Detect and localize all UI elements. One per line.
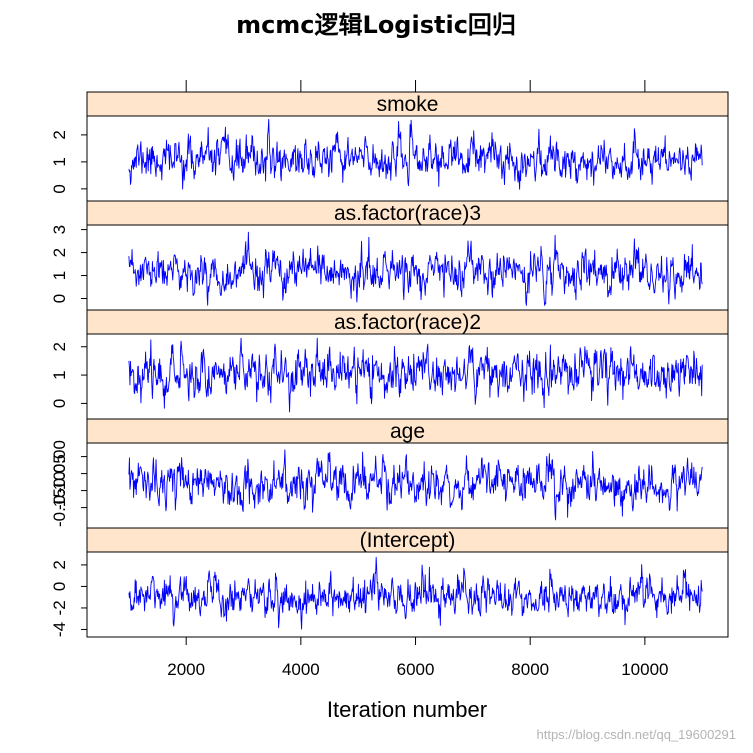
x-tick-label: 2000 <box>167 660 205 679</box>
trace-line-0 <box>128 118 703 190</box>
strip-label: as.factor(race)3 <box>334 202 481 225</box>
panel-2: as.factor(race)2 0 1 2 <box>50 309 729 420</box>
strip-label: smoke <box>377 93 439 116</box>
y-tick-label: 2 <box>50 130 69 139</box>
x-axis-bottom: 2000 4000 6000 8000 10000 <box>167 637 669 679</box>
y-tick-label: -4 <box>50 622 69 637</box>
y-tick-label: 0 <box>50 184 69 193</box>
y-tick-label: 3 <box>50 225 69 234</box>
y-tick-label: 0 <box>50 582 69 591</box>
strip-label: age <box>390 420 425 443</box>
y-tick-label: -0.10 <box>50 471 69 510</box>
y-tick-label: 2 <box>50 342 69 351</box>
trace-line-2 <box>128 337 703 413</box>
strip-label: as.factor(race)2 <box>334 311 481 334</box>
panel-frame <box>86 527 729 638</box>
x-tick-label: 10000 <box>621 660 668 679</box>
y-tick-label: -2 <box>50 600 69 615</box>
x-tick-label: 8000 <box>511 660 549 679</box>
trace-line-3 <box>128 449 703 521</box>
y-tick-label: 2 <box>50 248 69 257</box>
y-tick-label: -0.05 <box>50 454 69 493</box>
watermark: https://blog.csdn.net/qq_19600291 <box>537 727 737 742</box>
strip-background <box>87 201 728 225</box>
y-tick-label: 0 <box>50 399 69 408</box>
trace-line-1 <box>128 231 703 306</box>
x-tick-label: 4000 <box>282 660 320 679</box>
panel-4: (Intercept) -4 -2 0 2 <box>50 527 729 638</box>
strip-background <box>87 528 728 552</box>
y-tick-label: 1 <box>50 271 69 280</box>
strip-background <box>87 419 728 443</box>
chart-title: mcmc逻辑Logistic回归 <box>236 11 516 39</box>
x-axis-label: Iteration number <box>327 697 487 722</box>
y-tick-label: 1 <box>50 157 69 166</box>
strip-background <box>87 92 728 116</box>
panel-0: smoke 0 1 2 <box>50 91 729 202</box>
strip-label: (Intercept) <box>360 529 456 552</box>
y-tick-label: 0.00 <box>50 440 69 473</box>
panels: smoke 0 1 2 as.factor(race)3 0 1 2 3 as.factor(ra… <box>50 91 729 638</box>
x-axis-top <box>185 80 646 92</box>
y-tick-label: -0.15 <box>50 488 69 527</box>
x-tick-label: 6000 <box>397 660 435 679</box>
y-tick-label: 0 <box>50 294 69 303</box>
panel-3: age -0.15-0.10-0.050.00 <box>50 418 729 529</box>
y-tick-label: 1 <box>50 370 69 379</box>
trace-line-4 <box>128 556 703 630</box>
strip-background <box>87 310 728 334</box>
y-tick-label: 2 <box>50 560 69 569</box>
